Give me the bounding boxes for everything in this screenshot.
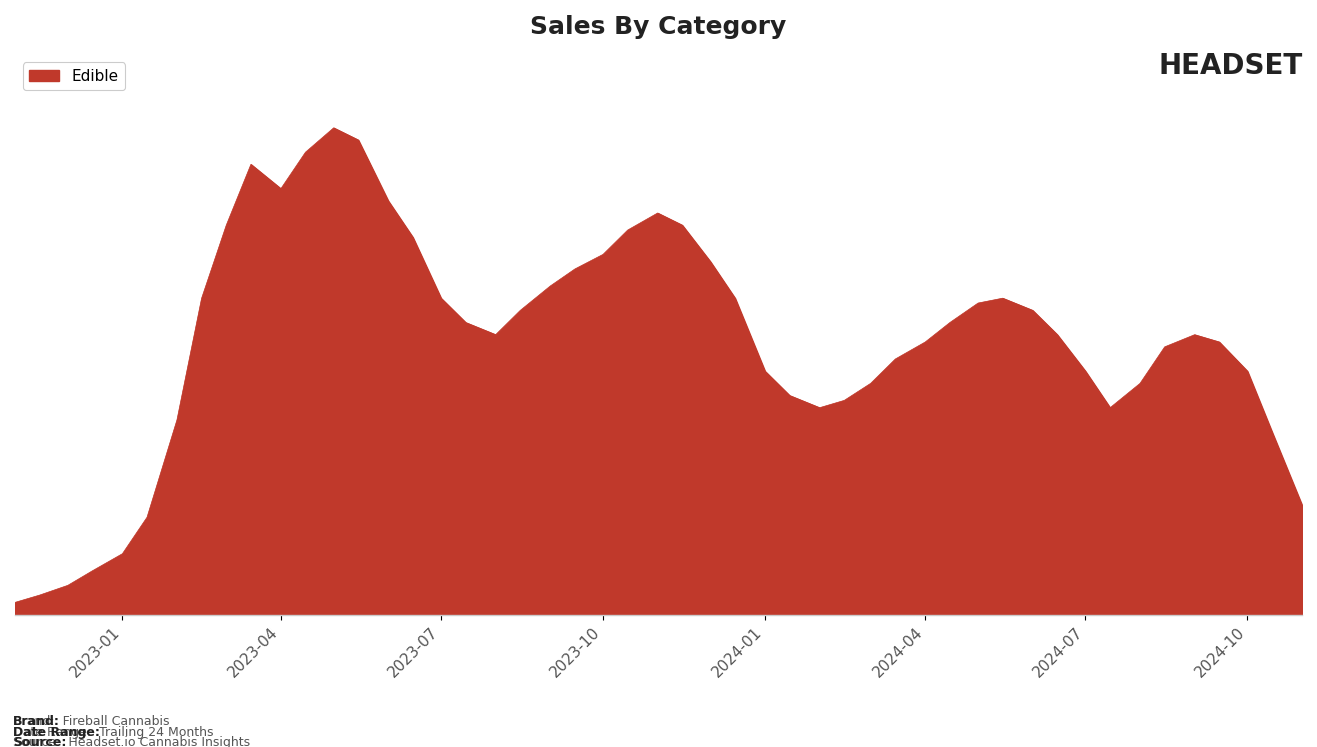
Text: Date Range:  Trailing 24 Months: Date Range: Trailing 24 Months bbox=[13, 726, 213, 739]
Title: Sales By Category: Sales By Category bbox=[531, 15, 786, 39]
Text: Source:: Source: bbox=[13, 737, 67, 747]
Text: Brand:  Fireball Cannabis: Brand: Fireball Cannabis bbox=[13, 715, 170, 728]
Text: Date Range:: Date Range: bbox=[13, 726, 100, 739]
Text: Source:  Headset.io Cannabis Insights: Source: Headset.io Cannabis Insights bbox=[13, 737, 250, 747]
Text: HEADSET: HEADSET bbox=[1159, 52, 1304, 80]
Text: Brand:: Brand: bbox=[13, 715, 61, 728]
Legend: Edible: Edible bbox=[22, 63, 125, 90]
